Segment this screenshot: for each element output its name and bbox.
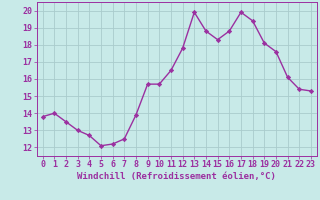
X-axis label: Windchill (Refroidissement éolien,°C): Windchill (Refroidissement éolien,°C) <box>77 172 276 181</box>
